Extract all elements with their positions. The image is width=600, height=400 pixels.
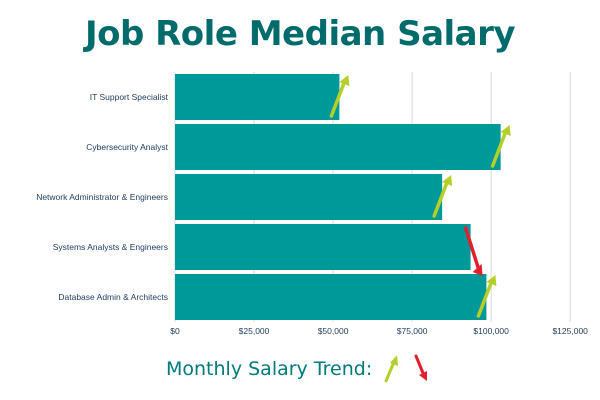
category-label: Systems Analysts & Engineers (53, 242, 168, 252)
category-label: Database Admin & Architects (58, 292, 168, 302)
x-tick-label: $125,000 (552, 326, 588, 336)
category-label: IT Support Specialist (90, 92, 169, 102)
bars (175, 74, 501, 320)
category-labels: IT Support Specialist Cybersecurity Analy… (36, 92, 168, 302)
trend-arrows (329, 75, 511, 318)
trend-up-arrow (476, 275, 497, 318)
x-tick-label: $25,000 (239, 326, 270, 336)
trend-down-arrow (463, 226, 483, 276)
legend: Monthly Salary Trend: (166, 352, 432, 386)
category-label: Network Administrator & Engineers (36, 192, 168, 202)
x-tick-label: $0 (170, 326, 180, 336)
legend-label: Monthly Salary Trend: (166, 358, 373, 380)
bar (175, 224, 471, 270)
trend-up-icon (384, 355, 399, 383)
chart-title: Job Role Median Salary (84, 14, 516, 54)
trend-up-arrow (490, 125, 511, 168)
x-tick-labels: $0 $25,000 $50,000 $75,000 $100,000 $125,000 (170, 326, 588, 336)
trend-down-icon (414, 354, 428, 381)
x-tick-label: $50,000 (318, 326, 349, 336)
bar (175, 274, 487, 320)
bar (175, 74, 340, 120)
category-label: Cybersecurity Analyst (86, 142, 168, 152)
trend-up-arrow (432, 175, 453, 218)
bar (175, 124, 501, 170)
x-tick-label: $75,000 (397, 326, 428, 336)
bar-chart: IT Support Specialist Cybersecurity Analy… (36, 72, 588, 336)
trend-up-arrow (329, 75, 350, 118)
x-tick-label: $100,000 (473, 326, 509, 336)
bar (175, 174, 443, 220)
